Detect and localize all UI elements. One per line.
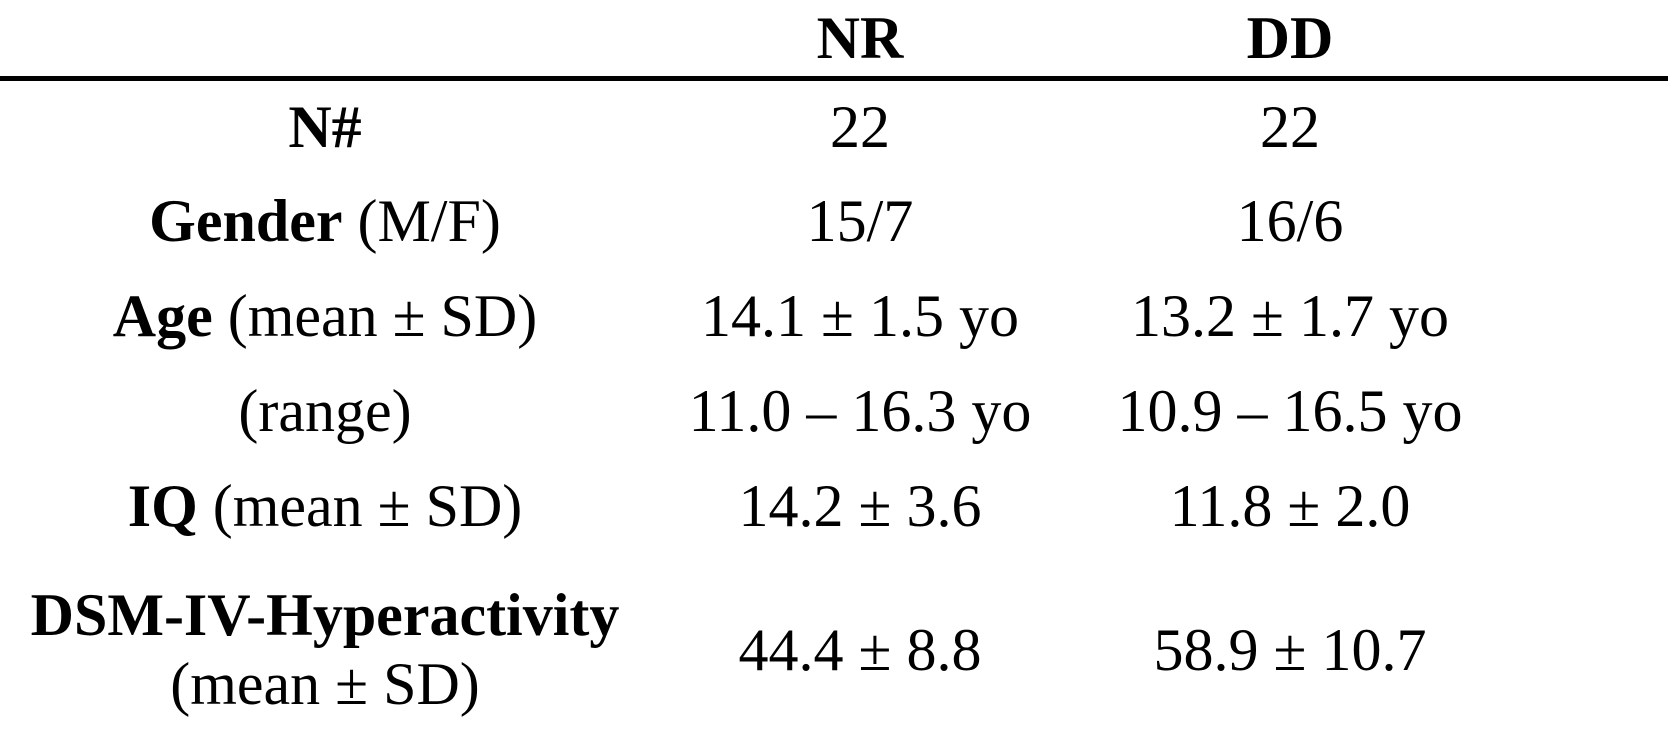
table-header-row: NR DD xyxy=(0,0,1668,79)
cell-dsm-dd: 58.9 ± 10.7 xyxy=(1153,617,1427,683)
table-row-dsm-hyperactivity: DSM-IV-Hyperactivity (mean ± SD) 44.4 ± … xyxy=(0,554,1668,747)
cell-gender-nr: 15/7 xyxy=(806,188,914,254)
cell-filler xyxy=(1510,554,1668,747)
table-row-gender: Gender (M/F) 15/7 16/6 xyxy=(0,174,1668,269)
row-label-n: N# xyxy=(0,79,650,174)
cell-filler xyxy=(1510,364,1668,459)
row-label-age: Age (mean ± SD) xyxy=(0,269,650,364)
cell-filler xyxy=(1510,269,1668,364)
cell-filler xyxy=(1510,459,1668,554)
cell-age-dd: 13.2 ± 1.7 yo xyxy=(1131,283,1449,349)
table-row-n: N# 22 22 xyxy=(0,79,1668,174)
column-header-nr: NR xyxy=(816,5,904,71)
cell-n-nr: 22 xyxy=(830,94,890,161)
table-row-age-range: (range) 11.0 – 16.3 yo 10.9 – 16.5 yo xyxy=(0,364,1668,459)
row-label-bold: DSM-IV-Hyperactivity xyxy=(30,582,620,648)
cell-range-nr: 11.0 – 16.3 yo xyxy=(688,378,1032,444)
cell-iq-nr: 14.2 ± 3.6 xyxy=(738,473,982,539)
cell-dsm-nr: 44.4 ± 8.8 xyxy=(738,617,982,683)
row-label-iq: IQ (mean ± SD) xyxy=(0,459,650,554)
row-label-bold: Gender xyxy=(149,188,343,254)
cell-age-nr: 14.1 ± 1.5 yo xyxy=(701,283,1019,349)
row-label-rest: (range) xyxy=(238,378,412,444)
column-header-dd: DD xyxy=(1246,5,1334,71)
cell-gender-dd: 16/6 xyxy=(1236,188,1344,254)
table-row-age: Age (mean ± SD) 14.1 ± 1.5 yo 13.2 ± 1.7… xyxy=(0,269,1668,364)
row-label-bold: Age xyxy=(112,283,213,349)
row-label-rest: (M/F) xyxy=(342,188,501,254)
cell-n-dd: 22 xyxy=(1260,94,1320,161)
row-label-rest: (mean ± SD) xyxy=(212,283,538,349)
cell-iq-dd: 11.8 ± 2.0 xyxy=(1169,473,1411,539)
row-label-rest: (mean ± SD) xyxy=(170,651,480,717)
row-label-range: (range) xyxy=(0,364,650,459)
row-label-gender: Gender (M/F) xyxy=(0,174,650,269)
row-label-bold: N# xyxy=(288,94,362,161)
cell-filler xyxy=(1510,174,1668,269)
cell-filler xyxy=(1510,79,1668,174)
cell-range-dd: 10.9 – 16.5 yo xyxy=(1117,378,1463,444)
row-label-bold: IQ xyxy=(127,473,198,539)
row-label-rest: (mean ± SD) xyxy=(197,473,523,539)
row-label-two-line: DSM-IV-Hyperactivity (mean ± SD) xyxy=(0,581,650,719)
header-label-empty xyxy=(0,0,650,79)
header-filler xyxy=(1510,0,1668,79)
row-label-dsm: DSM-IV-Hyperactivity (mean ± SD) xyxy=(0,554,650,747)
table-row-iq: IQ (mean ± SD) 14.2 ± 3.6 11.8 ± 2.0 xyxy=(0,459,1668,554)
